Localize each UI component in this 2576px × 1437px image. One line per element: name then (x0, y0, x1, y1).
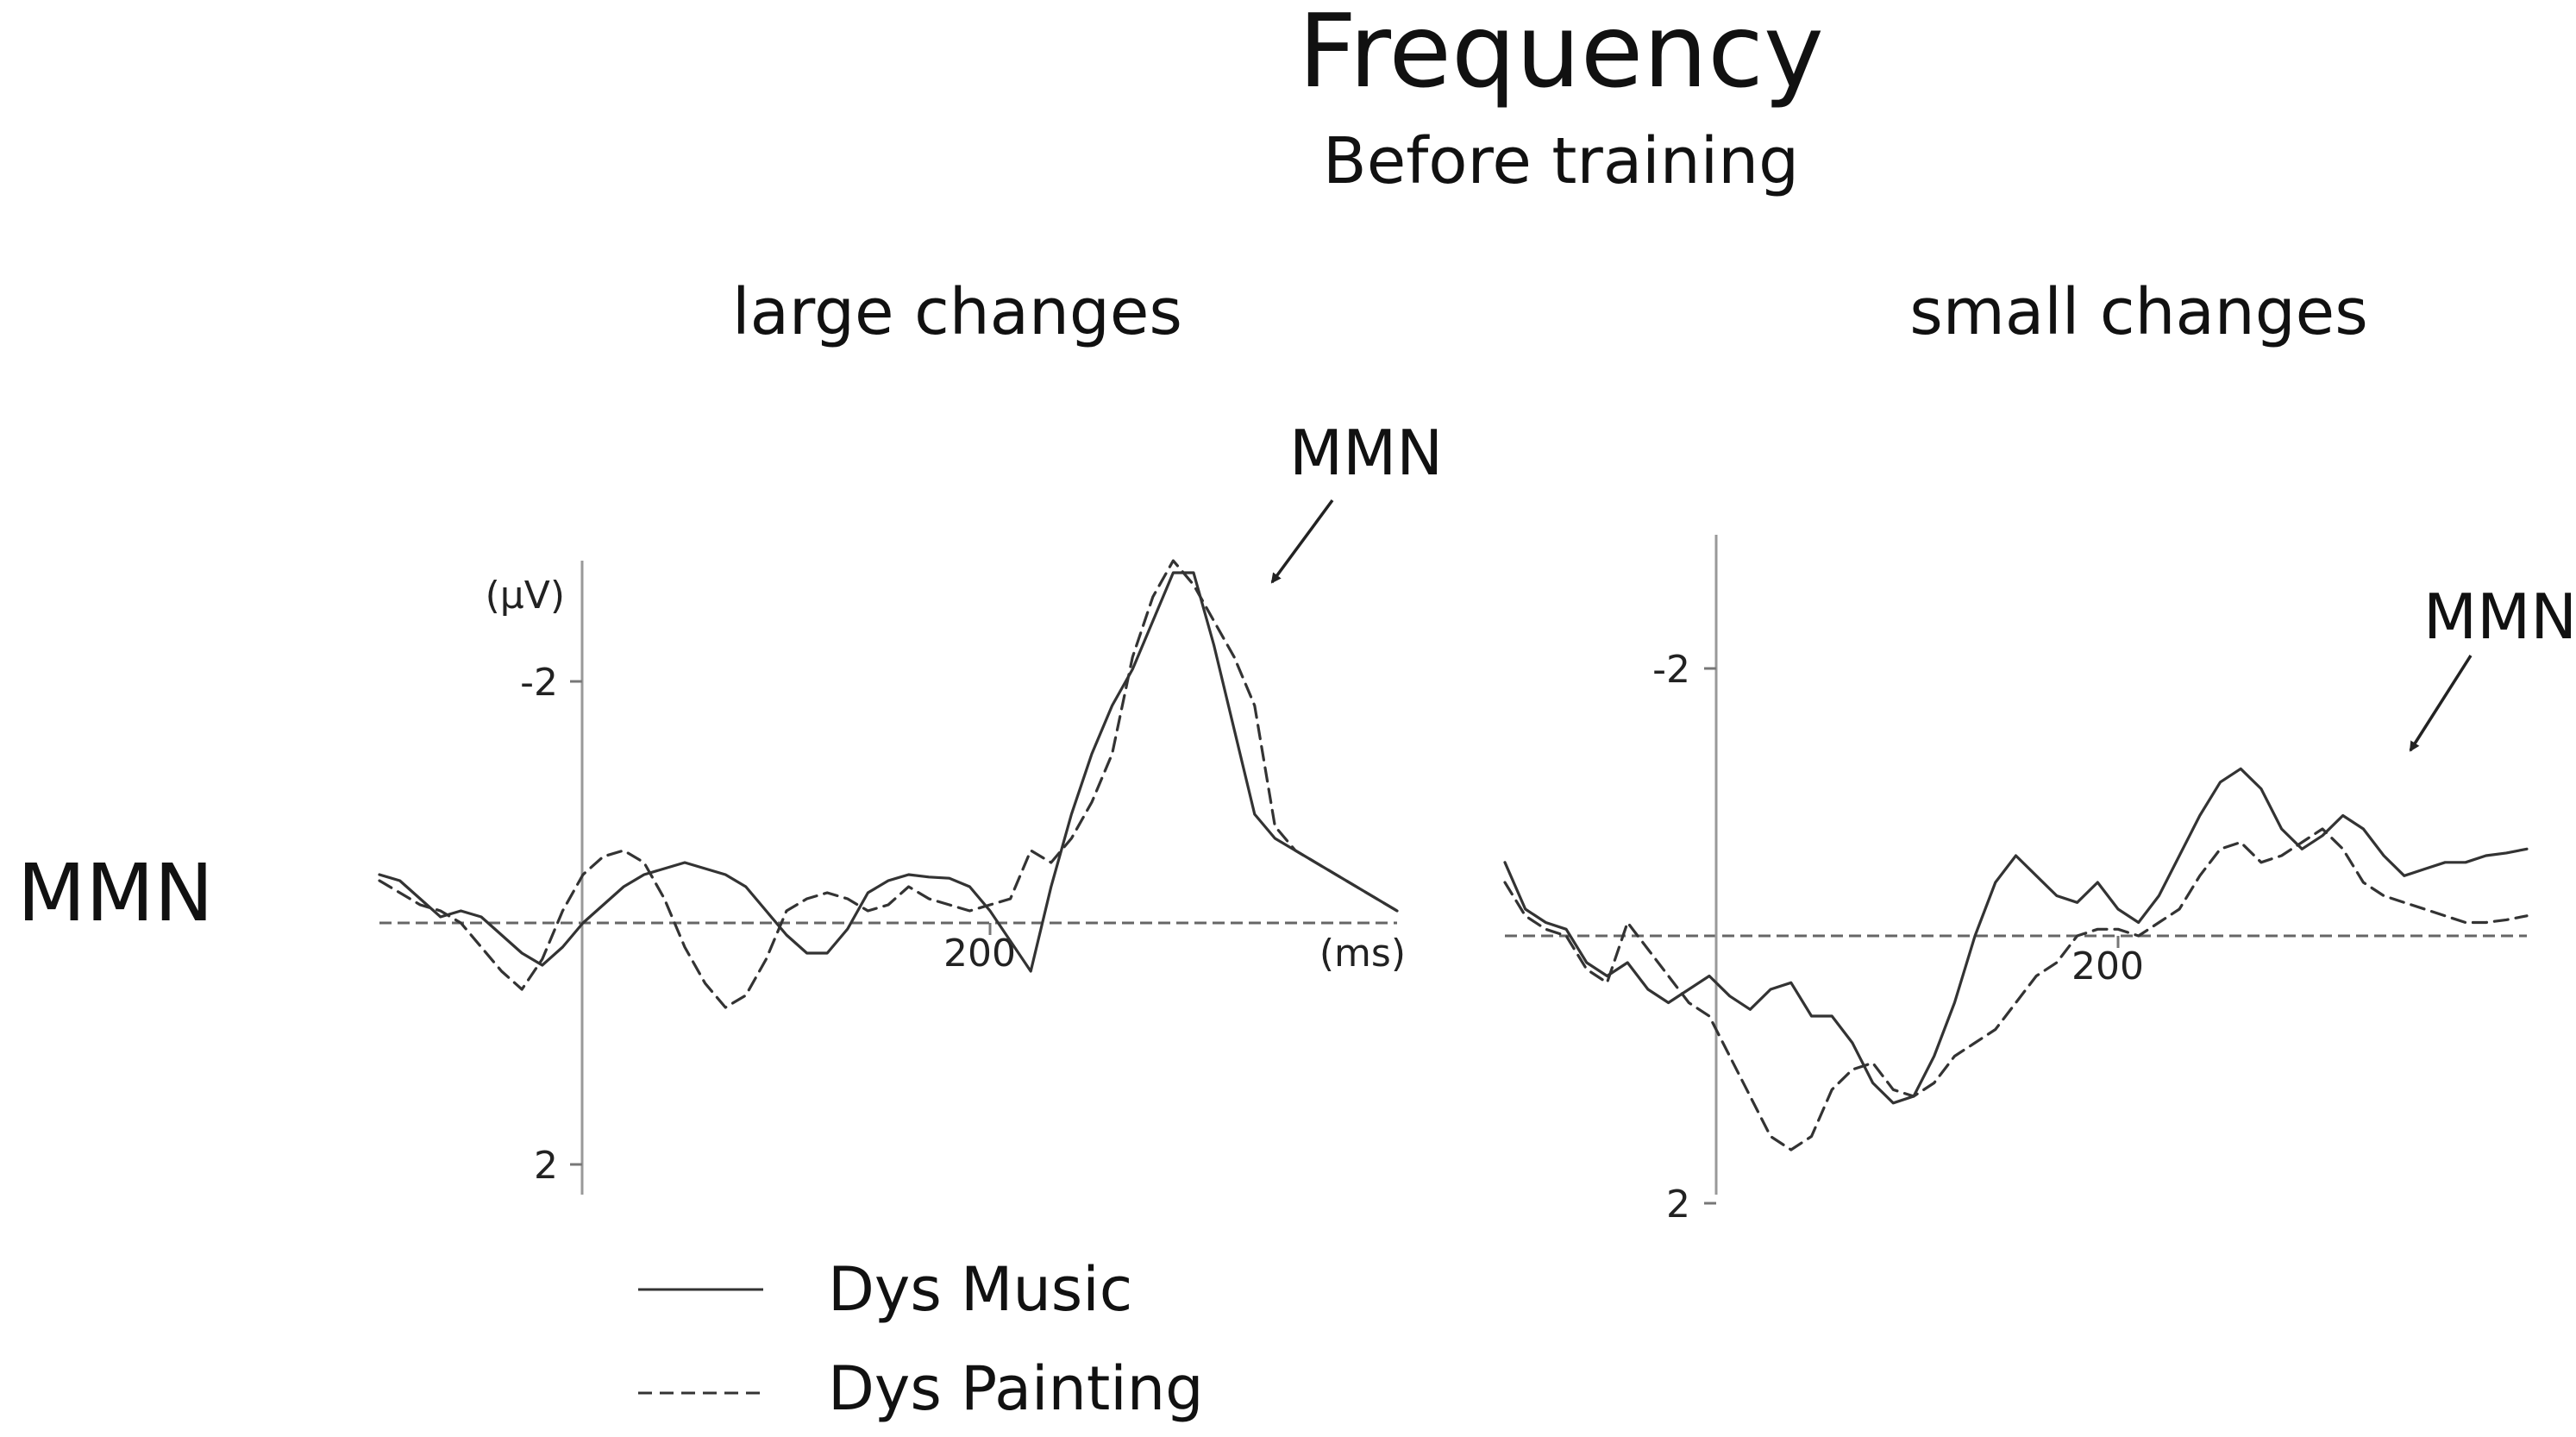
series-line-dys-music (378, 571, 1399, 973)
y-tick-label: -2 (520, 661, 558, 705)
x-tick-label: 200 (2071, 944, 2144, 988)
panel-large-changes: -2 2 200 (µV) (ms) MMN (378, 417, 1443, 1195)
series-line-dys-painting (378, 559, 1399, 1009)
chart-subtitle: Before training (1322, 124, 1800, 198)
panel-title-large-changes: large changes (732, 275, 1182, 349)
x-tick-label: 200 (943, 932, 1016, 976)
x-axis-label: (ms) (1319, 932, 1406, 976)
series-line-dys-painting (1503, 827, 2529, 1151)
y-axis-label: (µV) (486, 574, 565, 618)
y-tick-label: 2 (1666, 1183, 1690, 1227)
chart-title: Frequency (1298, 0, 1824, 110)
panel-small-changes: -2 2 200 MMN (1503, 535, 2576, 1227)
row-label: MMN (17, 847, 214, 939)
legend-label-painting: Dys Painting (828, 1353, 1204, 1424)
panel-title-small-changes: small changes (1909, 275, 2368, 349)
mmn-annotation-label: MMN (2423, 580, 2576, 653)
mmn-annotation-label: MMN (1289, 417, 1443, 489)
y-tick-label: -2 (1652, 648, 1690, 692)
series-line-dys-music (1503, 767, 2529, 1105)
mmn-arrow (2409, 655, 2473, 752)
legend-swatches (638, 1288, 763, 1395)
mmn-arrow (1270, 499, 1334, 584)
y-tick-label: 2 (534, 1144, 558, 1188)
legend-label-music: Dys Music (828, 1254, 1133, 1325)
